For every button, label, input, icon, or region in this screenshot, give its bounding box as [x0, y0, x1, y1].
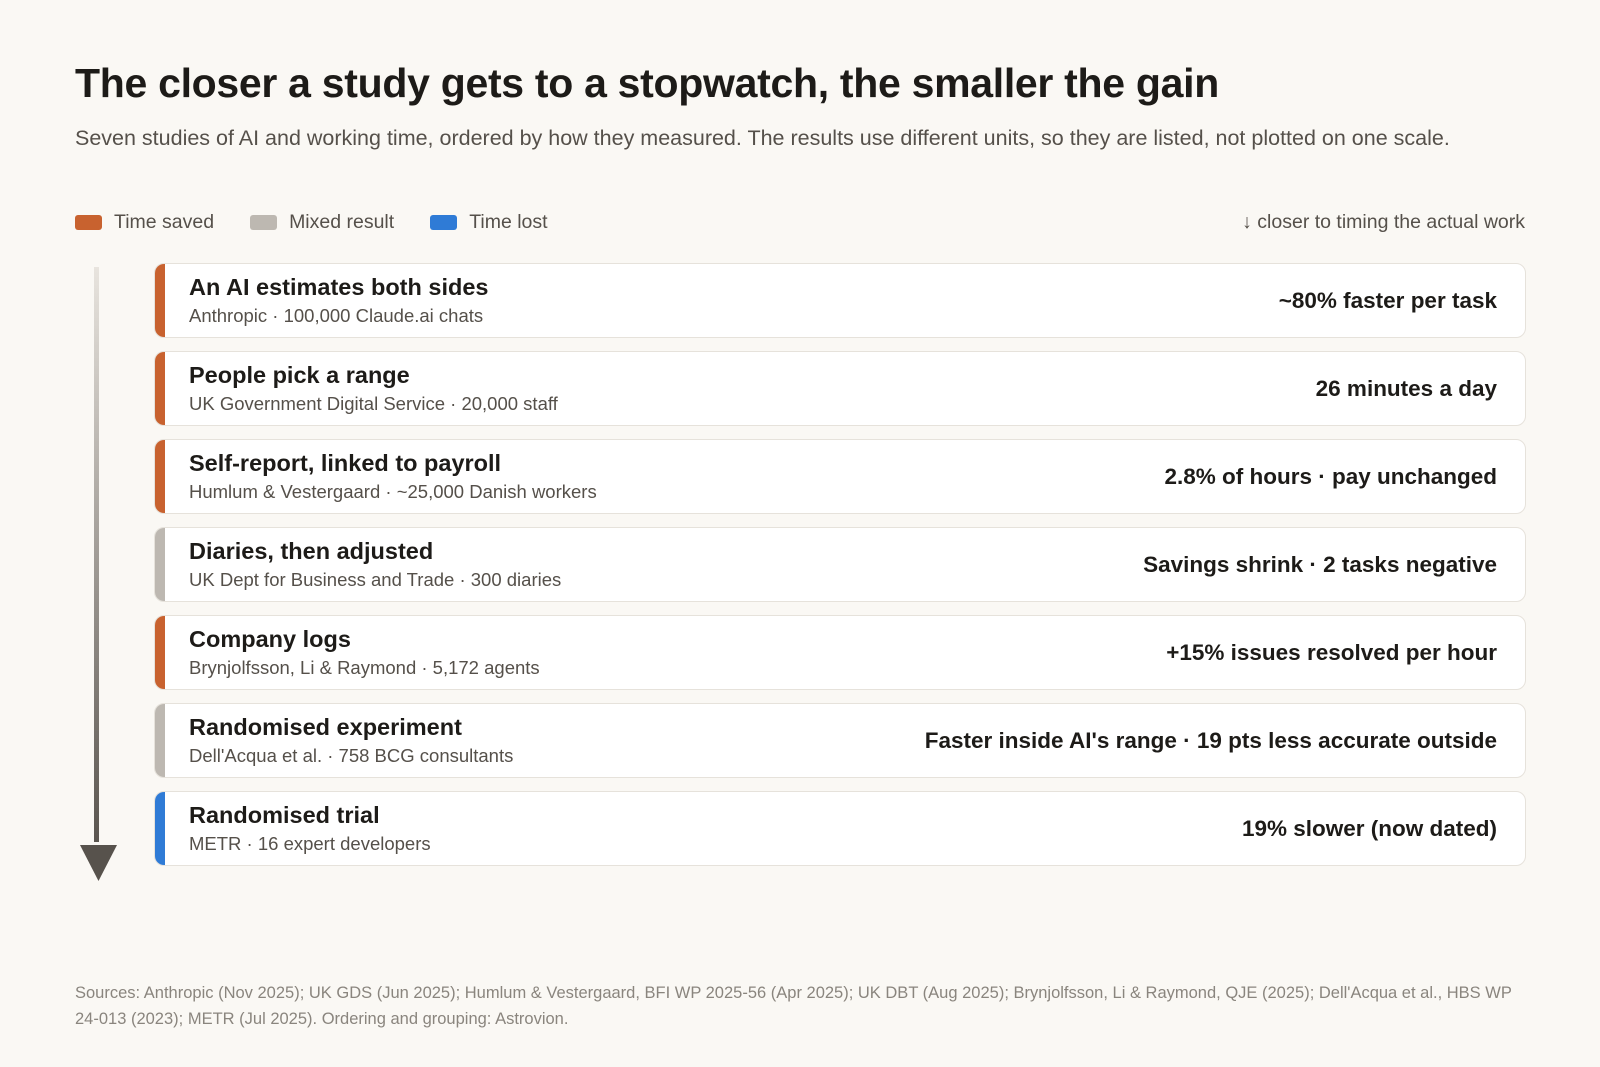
study-text: Randomised trial METR · 16 expert develop…: [189, 800, 431, 857]
study-method: An AI estimates both sides: [189, 274, 489, 300]
page-subtitle: Seven studies of AI and working time, or…: [75, 126, 1450, 150]
study-list: An AI estimates both sides Anthropic · 10…: [154, 263, 1526, 879]
legend-swatch-lost: [430, 215, 458, 230]
result-category-bar: [155, 440, 165, 513]
result-category-bar: [155, 616, 165, 689]
legend-label-saved: Time saved: [114, 211, 215, 233]
study-row: Randomised trial METR · 16 expert develop…: [154, 791, 1526, 866]
study-source: UK Dept for Business and Trade · 300 dia…: [189, 569, 562, 590]
study-method: People pick a range: [189, 362, 410, 388]
direction-arrow-head: [80, 845, 117, 881]
study-method: Self-report, linked to payroll: [189, 450, 502, 476]
study-text: Company logs Brynjolfsson, Li & Raymond ·…: [189, 624, 540, 681]
study-source: Anthropic · 100,000 Claude.ai chats: [189, 305, 484, 326]
legend-item-saved: Time saved: [75, 211, 214, 234]
study-result: 2.8% of hours · pay unchanged: [1164, 463, 1497, 489]
study-method: Company logs: [189, 626, 351, 652]
study-result: 26 minutes a day: [1315, 375, 1497, 401]
study-text: Diaries, then adjusted UK Dept for Busine…: [189, 536, 561, 593]
result-category-bar: [155, 528, 165, 601]
study-row: Company logs Brynjolfsson, Li & Raymond ·…: [154, 615, 1526, 690]
study-result: Faster inside AI's range · 19 pts less a…: [924, 727, 1497, 753]
study-method: Randomised trial: [189, 802, 380, 828]
study-source: Dell'Acqua et al. · 758 BCG consultants: [189, 745, 514, 766]
legend-item-mixed: Mixed result: [250, 211, 394, 234]
direction-arrow: [80, 267, 117, 881]
legend-swatch-saved: [75, 215, 102, 230]
study-method: Diaries, then adjusted: [189, 538, 434, 564]
page-title: The closer a study gets to a stopwatch, …: [75, 60, 1219, 106]
legend-label-mixed: Mixed result: [289, 211, 395, 233]
study-result: Savings shrink · 2 tasks negative: [1143, 551, 1497, 577]
study-result: 19% slower (now dated): [1241, 815, 1497, 841]
study-source: Humlum & Vestergaard · ~25,000 Danish wo…: [189, 481, 597, 502]
result-category-bar: [155, 792, 165, 865]
study-row: Diaries, then adjusted UK Dept for Busine…: [154, 527, 1526, 602]
study-source: Brynjolfsson, Li & Raymond · 5,172 agent…: [189, 657, 540, 678]
study-method: Randomised experiment: [189, 714, 462, 740]
study-source: UK Government Digital Service · 20,000 s…: [189, 393, 558, 414]
study-result: +15% issues resolved per hour: [1166, 639, 1497, 665]
study-row: Self-report, linked to payroll Humlum & V…: [154, 439, 1526, 514]
result-category-bar: [155, 352, 165, 425]
legend-label-lost: Time lost: [469, 211, 548, 233]
legend-item-lost: Time lost: [430, 211, 548, 234]
legend-swatch-mixed: [250, 215, 278, 230]
direction-arrow-shaft: [94, 267, 99, 842]
result-category-bar: [155, 264, 165, 337]
study-text: Self-report, linked to payroll Humlum & V…: [189, 448, 597, 505]
study-row: Randomised experiment Dell'Acqua et al. ·…: [154, 703, 1526, 778]
study-row: People pick a range UK Government Digital…: [154, 351, 1526, 426]
legend: Time saved Mixed result Time lost: [75, 211, 548, 234]
direction-label: ↓ closer to timing the actual work: [1242, 211, 1525, 233]
study-row: An AI estimates both sides Anthropic · 10…: [154, 263, 1526, 338]
result-category-bar: [155, 704, 165, 777]
sources-footnote: Sources: Anthropic (Nov 2025); UK GDS (J…: [75, 984, 1512, 1028]
study-source: METR · 16 expert developers: [189, 833, 431, 854]
study-result: ~80% faster per task: [1278, 287, 1497, 313]
study-text: People pick a range UK Government Digital…: [189, 360, 558, 417]
study-text: Randomised experiment Dell'Acqua et al. ·…: [189, 712, 513, 769]
study-text: An AI estimates both sides Anthropic · 10…: [189, 272, 488, 329]
